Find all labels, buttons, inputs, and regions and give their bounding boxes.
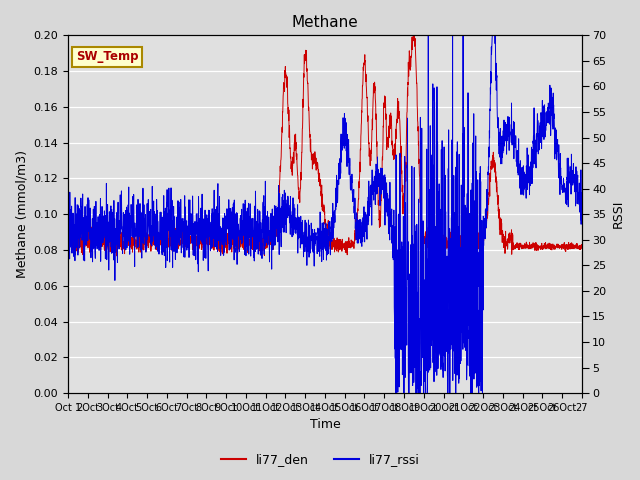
- Legend: li77_den, li77_rssi: li77_den, li77_rssi: [216, 448, 424, 471]
- Y-axis label: Methane (mmol/m3): Methane (mmol/m3): [15, 150, 28, 278]
- Title: Methane: Methane: [292, 15, 358, 30]
- Y-axis label: RSSI: RSSI: [612, 200, 625, 228]
- Text: SW_Temp: SW_Temp: [76, 50, 138, 63]
- X-axis label: Time: Time: [310, 419, 340, 432]
